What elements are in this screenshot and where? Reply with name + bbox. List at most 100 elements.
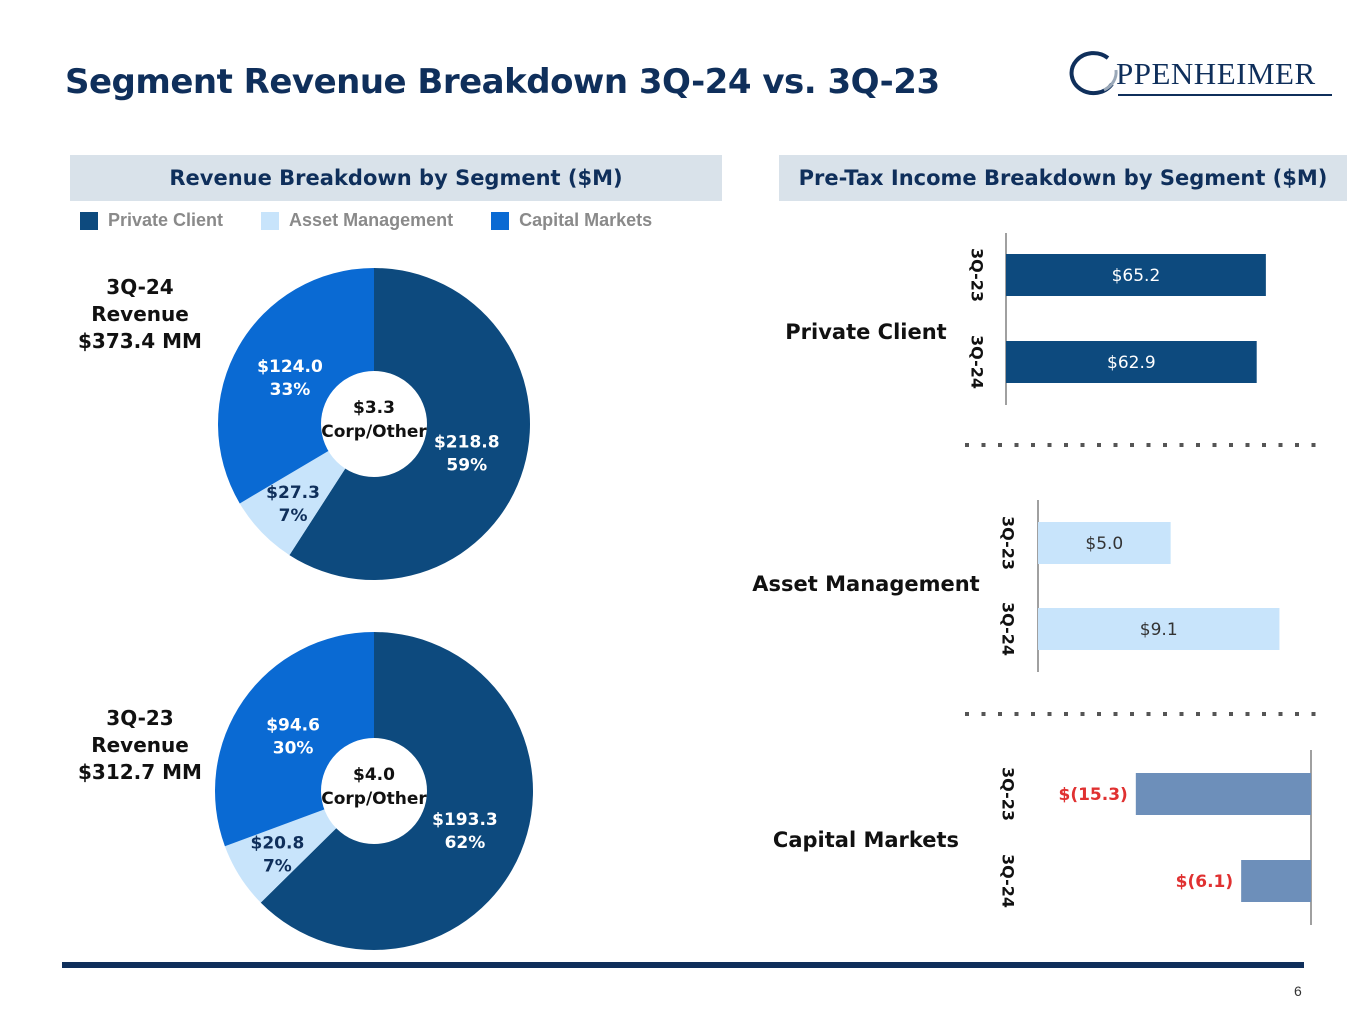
revenue-3q24-total: $373.4 MM <box>78 329 202 353</box>
revenue-breakdown-header: Revenue Breakdown by Segment ($M) <box>70 155 722 201</box>
separator-dot <box>1080 443 1085 447</box>
separator-dot <box>1047 443 1052 447</box>
separator-dot <box>1146 443 1151 447</box>
separator-dot <box>1196 443 1200 447</box>
separator-dot <box>1064 712 1068 716</box>
pie-percent-label: 62% <box>445 833 486 853</box>
separator-dot <box>1047 712 1052 716</box>
separator-dot <box>1229 443 1233 447</box>
legend: Private Client Asset Management Capital … <box>80 210 652 231</box>
bar-value-label: $62.9 <box>1107 353 1156 373</box>
legend-swatch <box>80 211 98 230</box>
revenue-3q23-total: $312.7 MM <box>78 760 202 784</box>
bar-asset-management-3q-23 <box>1038 522 1171 564</box>
pie-center-label: Corp/Other <box>321 422 427 442</box>
separator-dot <box>981 712 986 716</box>
legend-item-private-client: Private Client <box>80 210 223 231</box>
separator-dot <box>1031 712 1035 716</box>
bar-category-label: 3Q-23 <box>968 248 987 302</box>
legend-label: Asset Management <box>289 210 454 230</box>
bar-asset-management-3q-24 <box>1038 608 1280 650</box>
pie-percent-label: 30% <box>273 739 314 759</box>
separator-dot <box>1229 712 1233 716</box>
revenue-3q24-label: 3Q-24 Revenue $373.4 MM <box>65 274 215 355</box>
separator-dot <box>1014 712 1019 716</box>
separator-dot <box>981 443 986 447</box>
bar-capital-markets-3q-23 <box>1135 773 1311 815</box>
separator-dot <box>998 443 1002 447</box>
separator-dot <box>1179 443 1184 447</box>
revenue-3q23-title: 3Q-23 Revenue <box>91 706 189 757</box>
pie-value-label: $218.8 <box>434 432 500 452</box>
separator-dot <box>1113 712 1118 716</box>
separator-dot <box>1295 443 1299 447</box>
pie-value-label: $27.3 <box>266 483 320 503</box>
logo-underline <box>1118 94 1332 96</box>
segment-title-asset-management: Asset Management <box>752 572 979 596</box>
bar-category-label: 3Q-24 <box>999 602 1018 656</box>
pie-center-hole <box>321 738 427 844</box>
pie-value-label: $124.0 <box>257 357 323 377</box>
legend-label: Private Client <box>108 210 224 230</box>
pie-value-label: $193.3 <box>432 810 498 830</box>
separator-dot <box>1196 712 1200 716</box>
separator-dot <box>1130 712 1134 716</box>
pie-value-label: $20.8 <box>251 833 305 853</box>
separator-dot <box>1146 712 1151 716</box>
separator-dot <box>1245 712 1250 716</box>
separator-dot <box>1212 712 1217 716</box>
pie-percent-label: 33% <box>270 380 311 400</box>
bar-private-client-3q-24 <box>1006 341 1257 383</box>
separator-dot <box>965 443 969 447</box>
separator-dot <box>1064 443 1068 447</box>
bar-category-label: 3Q-23 <box>999 767 1018 821</box>
pie-center-value: $3.3 <box>353 398 395 418</box>
separator-dot <box>1311 443 1316 447</box>
revenue-3q24-title: 3Q-24 Revenue <box>91 275 189 326</box>
separator-dot <box>1097 712 1101 716</box>
separator-dot <box>1295 712 1299 716</box>
separator-dot <box>1311 712 1316 716</box>
separator-dot <box>965 712 969 716</box>
oppenheimer-logo: PPENHEIMER <box>1068 46 1348 106</box>
bar-category-label: 3Q-23 <box>999 516 1018 570</box>
page-title: Segment Revenue Breakdown 3Q-24 vs. 3Q-2… <box>65 62 940 102</box>
bar-value-label: $65.2 <box>1112 266 1161 286</box>
separator-dot <box>1097 443 1101 447</box>
footer-rule <box>62 962 1304 968</box>
separator-dot <box>1031 443 1035 447</box>
bar-value-label: $9.1 <box>1140 620 1178 640</box>
separator-dot <box>1278 712 1283 716</box>
pie-percent-label: 59% <box>446 455 487 475</box>
pie-value-label: $94.6 <box>266 716 320 736</box>
separator-dot <box>1245 443 1250 447</box>
bar-value-label: $(6.1) <box>1176 872 1233 892</box>
segment-title-capital-markets: Capital Markets <box>773 828 959 852</box>
pretax-breakdown-header: Pre-Tax Income Breakdown by Segment ($M) <box>779 155 1347 201</box>
segment-title-private-client: Private Client <box>785 320 946 344</box>
bar-category-label: 3Q-24 <box>999 854 1018 908</box>
separator-dot <box>1163 443 1167 447</box>
legend-item-capital-markets: Capital Markets <box>491 210 652 231</box>
separator-dot <box>1163 712 1167 716</box>
legend-label: Capital Markets <box>519 210 653 230</box>
separator-dot <box>1130 443 1134 447</box>
separator-dot <box>1212 443 1217 447</box>
pie-center-label: Corp/Other <box>321 789 427 809</box>
bar-private-client-3q-23 <box>1006 254 1266 296</box>
pie-center-hole <box>321 371 427 477</box>
bar-value-label: $(15.3) <box>1059 785 1128 805</box>
pie-percent-label: 7% <box>263 856 292 876</box>
separator-dot <box>1113 443 1118 447</box>
pie-center-value: $4.0 <box>353 765 395 785</box>
bar-capital-markets-3q-24 <box>1241 860 1311 902</box>
separator-dot <box>998 712 1002 716</box>
page-number: 6 <box>1294 983 1302 999</box>
pie-percent-label: 7% <box>279 506 308 526</box>
logo-text: PPENHEIMER <box>1116 56 1316 91</box>
logo-o-mark <box>1069 51 1118 96</box>
legend-item-asset-management: Asset Management <box>261 210 453 231</box>
separator-dot <box>1080 712 1085 716</box>
separator-dot <box>1014 443 1019 447</box>
